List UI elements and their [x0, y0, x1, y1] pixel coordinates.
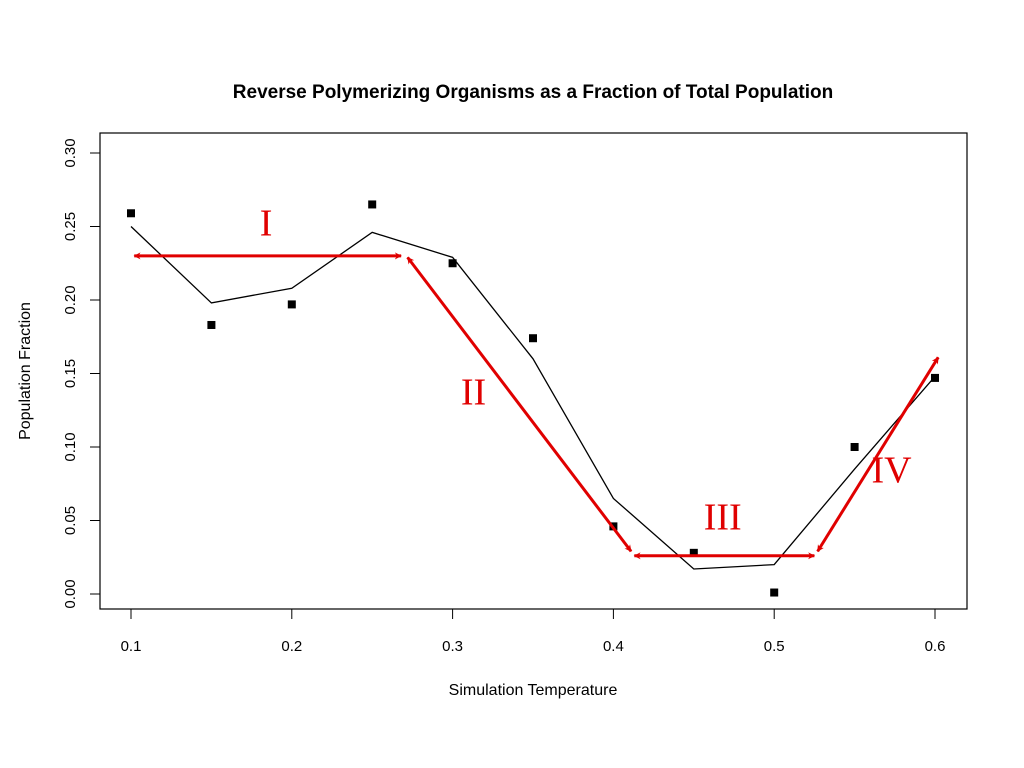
y-tick-label: 0.25: [62, 212, 79, 241]
smooth-line: [130, 226, 936, 570]
y-tick-label: 0.30: [62, 138, 79, 167]
region-label: II: [461, 371, 486, 413]
points-layer: [127, 200, 939, 597]
region-label: IV: [872, 449, 913, 491]
data-point: [931, 373, 939, 382]
y-axis-label: Population Fraction: [17, 302, 34, 440]
smooth-line-layer: [130, 226, 936, 570]
chart-title: Reverse Polymerizing Organisms as a Frac…: [233, 82, 833, 103]
region-label: I: [260, 202, 273, 244]
data-point: [448, 259, 457, 268]
x-tick-label: 0.5: [764, 638, 785, 655]
region-label: III: [704, 496, 742, 538]
x-tick-label: 0.2: [281, 638, 302, 655]
data-point: [207, 320, 216, 329]
plot-frame: [99, 132, 968, 610]
y-tick-label: 0.15: [62, 359, 79, 388]
data-point: [368, 200, 377, 209]
data-point: [770, 588, 779, 597]
x-tick-label: 0.4: [603, 638, 624, 655]
x-tick-label: 0.6: [925, 638, 946, 655]
x-tick-label: 0.1: [121, 638, 142, 655]
region-arrow: [816, 356, 940, 553]
region-arrow: [406, 256, 633, 553]
x-tick-label: 0.3: [442, 638, 463, 655]
y-tick-label: 0.10: [62, 432, 79, 461]
y-axis: 0.00 0.05 0.10 0.15 0.20 0.25 0.30: [62, 138, 101, 609]
y-tick-label: 0.05: [62, 506, 79, 535]
data-point: [529, 334, 537, 343]
data-point: [127, 209, 135, 218]
data-point: [850, 443, 859, 451]
x-axis: 0.1 0.2 0.3 0.4 0.5 0.6: [121, 608, 946, 655]
y-tick-label: 0.00: [62, 579, 79, 608]
y-tick-label: 0.20: [62, 285, 79, 314]
x-axis-label: Simulation Temperature: [449, 682, 618, 699]
data-point: [287, 300, 296, 309]
